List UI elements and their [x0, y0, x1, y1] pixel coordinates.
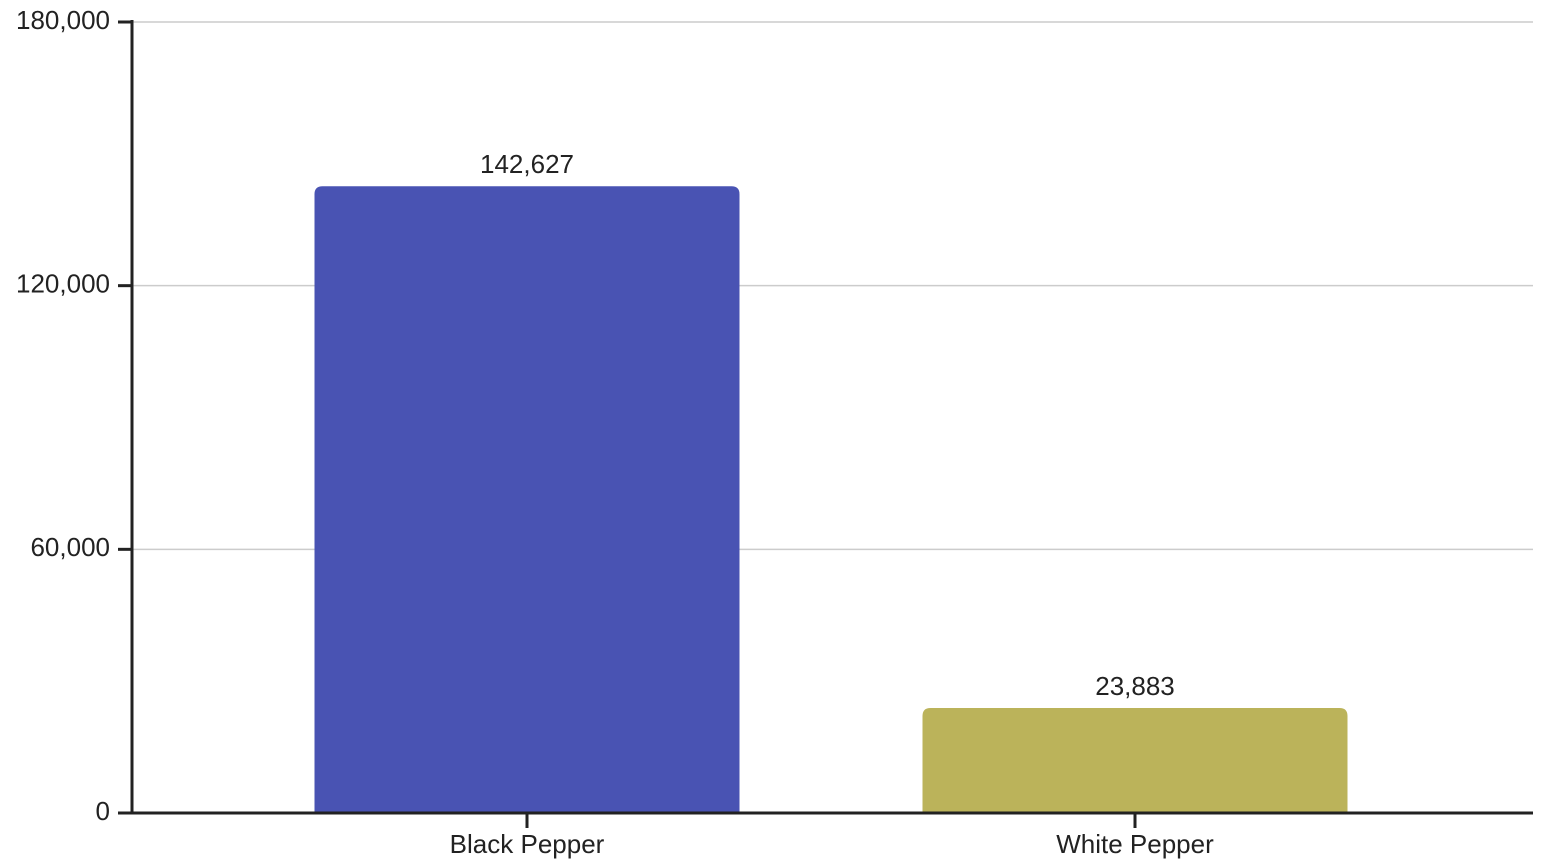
bar: [314, 186, 740, 813]
value-label: 23,883: [1095, 671, 1175, 701]
y-tick-label: 120,000: [16, 269, 110, 299]
x-tick-label: Black Pepper: [450, 829, 605, 859]
value-label: 142,627: [480, 149, 574, 179]
y-tick-label: 180,000: [16, 5, 110, 35]
y-tick-label: 60,000: [30, 532, 110, 562]
x-tick-label: White Pepper: [1056, 829, 1214, 859]
bar: [922, 708, 1348, 813]
y-tick-label: 0: [96, 796, 110, 826]
